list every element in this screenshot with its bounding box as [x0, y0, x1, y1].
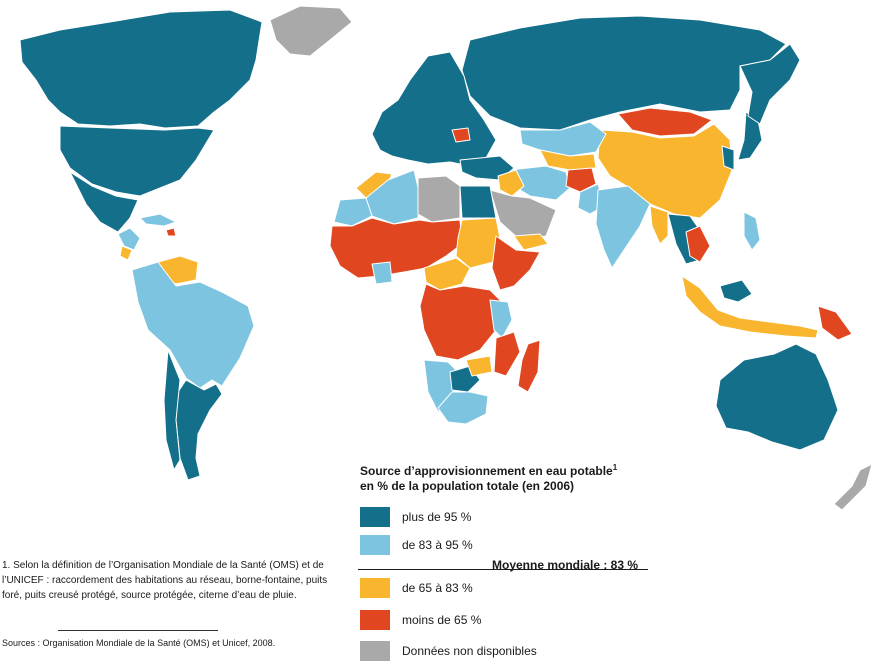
legend-title-line1: Source d’approvisionnement en eau potabl…	[360, 464, 613, 478]
region-tanzania-malawi	[489, 299, 513, 339]
legend-label: de 83 à 95 %	[402, 538, 473, 552]
region-libya	[417, 175, 461, 223]
region-south-america-east	[131, 261, 255, 389]
region-philippines	[743, 211, 761, 251]
region-iraq	[497, 169, 525, 197]
region-central-asia	[539, 149, 597, 171]
region-south-africa	[437, 391, 489, 425]
legend-item-below-65: moins de 65 %	[360, 610, 660, 632]
region-canada-alaska	[19, 9, 263, 129]
region-sahel-west-africa	[329, 217, 463, 279]
region-yemen	[513, 233, 549, 251]
region-madagascar	[517, 339, 541, 393]
legend-item-above-95: plus de 95 %	[360, 507, 660, 529]
region-arabia	[489, 189, 557, 241]
region-china	[597, 123, 733, 219]
region-east-russia	[739, 43, 801, 125]
legend-title: Source d’approvisionnement en eau potabl…	[360, 460, 690, 494]
region-cambodia-laos	[685, 225, 711, 263]
world-average-line	[358, 569, 648, 570]
region-south-america-south	[175, 379, 223, 481]
region-horn-of-africa	[491, 235, 541, 291]
region-russia	[461, 15, 787, 131]
region-sudan	[455, 217, 501, 269]
region-new-zealand	[833, 463, 873, 511]
region-romania	[451, 127, 471, 143]
region-zambia	[465, 355, 493, 377]
region-india	[595, 185, 651, 269]
legend-label: de 65 à 83 %	[402, 581, 473, 595]
region-greenland	[269, 5, 353, 57]
region-australia	[715, 343, 839, 451]
region-usa	[59, 125, 215, 197]
region-mongolia	[617, 107, 713, 137]
region-korea	[721, 145, 735, 171]
region-egypt	[459, 185, 497, 219]
region-chile	[163, 349, 181, 471]
region-central-america	[117, 227, 141, 251]
legend-item-no-data: Données non disponibles	[360, 641, 660, 663]
sources-note: Sources : Organisation Mondiale de la Sa…	[2, 638, 276, 648]
region-congo-basin	[419, 283, 501, 361]
region-mexico	[69, 171, 139, 233]
legend-label: Données non disponibles	[402, 644, 537, 658]
legend-label: moins de 65 %	[402, 613, 482, 627]
world-map	[19, 5, 873, 511]
footnote: 1. Selon la définition de l’Organisation…	[2, 560, 328, 601]
footnote-divider	[58, 630, 218, 631]
legend-swatch	[360, 535, 390, 555]
region-indonesia	[681, 275, 819, 339]
region-mozambique	[493, 331, 521, 377]
region-central-africa	[423, 257, 471, 291]
region-west-sahara	[333, 197, 373, 227]
region-nicaragua	[119, 245, 133, 261]
legend-swatch	[360, 610, 390, 630]
region-haiti	[165, 227, 177, 237]
region-kazakhstan	[519, 121, 607, 157]
legend-title-line2: en % de la population totale (en 2006)	[360, 479, 575, 493]
legend-label: plus de 95 %	[402, 510, 472, 524]
world-average-label: Moyenne mondiale : 83 %	[492, 558, 639, 572]
region-myanmar	[649, 205, 669, 245]
legend-title-footnote-mark: 1	[612, 463, 618, 472]
region-papua-new-guinea	[817, 305, 853, 341]
legend-item-65-83: de 65 à 83 %	[360, 578, 660, 600]
region-caribbean	[139, 213, 177, 227]
legend-swatch	[360, 578, 390, 598]
region-malaysia	[719, 279, 753, 303]
region-ghana-region	[371, 261, 393, 285]
legend-swatch	[360, 507, 390, 527]
legend-swatch	[360, 641, 390, 661]
legend-item-83-95: de 83 à 95 %	[360, 535, 660, 557]
